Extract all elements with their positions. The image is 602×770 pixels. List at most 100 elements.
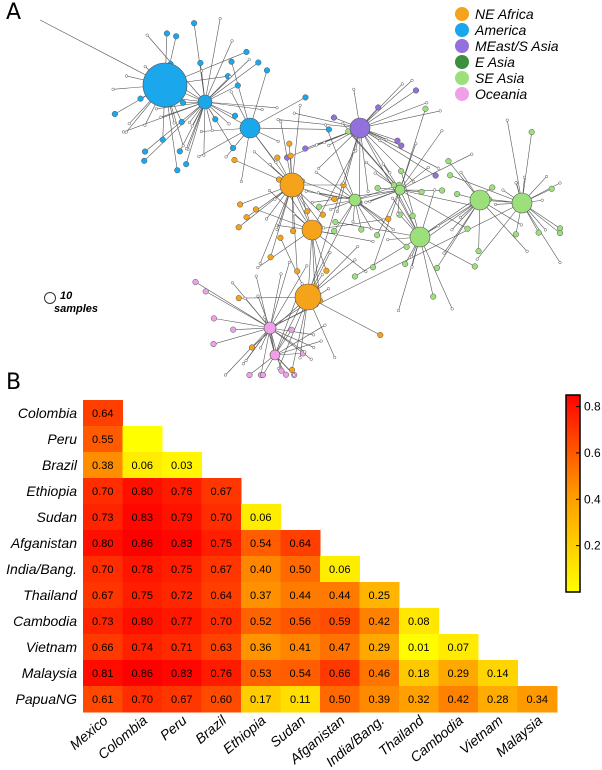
network-node [385, 215, 392, 222]
network-node [475, 257, 479, 261]
network-hub-node [394, 184, 406, 196]
cell-value: 0.76 [211, 668, 232, 680]
cell-value: 0.64 [211, 590, 232, 602]
network-node [197, 59, 204, 67]
network-hub-node [142, 62, 188, 108]
network-node [234, 82, 241, 89]
network-node [384, 138, 388, 142]
network-node [394, 137, 401, 144]
cell-value: 0.38 [92, 460, 113, 472]
network-node [314, 170, 318, 174]
cell-value: 0.83 [171, 668, 192, 680]
haplotype-network [39, 17, 564, 379]
cell-value: 0.74 [132, 642, 153, 654]
network-hub-node [469, 189, 491, 211]
network-node [409, 212, 416, 219]
network-node [319, 339, 323, 343]
heatmap-cell [83, 400, 123, 427]
network-node [402, 260, 409, 267]
cell-value: 0.29 [369, 642, 390, 654]
heatmap-cell [399, 634, 439, 661]
network-node [231, 156, 238, 164]
network-node [374, 232, 381, 239]
network-node [202, 288, 209, 295]
network-node [235, 295, 242, 302]
heatmap-cell [320, 634, 360, 661]
network-node [227, 122, 231, 126]
network-node [263, 315, 267, 319]
network-node [276, 118, 280, 122]
network-node [378, 138, 382, 143]
network-node [454, 191, 461, 198]
network-node [283, 371, 290, 378]
network-node [440, 129, 444, 133]
cell-value: 0.47 [329, 642, 350, 654]
legend-item: America [455, 22, 559, 38]
network-node [267, 188, 271, 193]
cell-value: 0.66 [329, 668, 350, 680]
network-node [246, 371, 253, 379]
network-node [188, 121, 192, 125]
network-node [267, 254, 274, 261]
heatmap-cell [83, 582, 123, 609]
network-node [333, 355, 337, 359]
network-node [364, 161, 368, 165]
network-node [388, 171, 392, 175]
network-node [210, 315, 217, 322]
network-node [159, 115, 163, 119]
row-label: Colombia [18, 405, 77, 421]
network-node [197, 154, 201, 159]
network-node [556, 230, 564, 237]
network-node [489, 184, 496, 191]
heatmap-cell [83, 660, 123, 687]
legend-swatch-icon [455, 55, 469, 69]
network-node [172, 121, 176, 125]
heatmap-cell [241, 660, 281, 687]
heatmap-cell [122, 556, 163, 583]
network-node [264, 217, 269, 221]
network-node [374, 184, 381, 192]
network-node [543, 228, 547, 232]
network-node [323, 267, 330, 274]
network-node [445, 158, 452, 165]
network-node [237, 201, 244, 208]
heatmap-cell [320, 608, 360, 635]
network-node [381, 162, 385, 166]
network-node [364, 200, 368, 204]
network-node [229, 145, 237, 152]
network-node [243, 48, 250, 55]
network-node [327, 143, 331, 147]
network-node [514, 181, 518, 185]
network-node [111, 87, 115, 91]
network-node [341, 121, 345, 126]
network-node [230, 281, 235, 285]
cell-value: 0.54 [290, 668, 311, 680]
network-node [398, 168, 405, 175]
network-node [230, 326, 237, 333]
network-node [275, 228, 279, 232]
network-node [366, 189, 370, 193]
network-node [351, 220, 355, 224]
network-node [411, 179, 415, 183]
network-node [223, 373, 228, 377]
heatmap-cell [359, 608, 400, 635]
legend-swatch-icon [455, 87, 469, 101]
network-node [382, 218, 386, 222]
network-node [312, 333, 316, 337]
network-node [433, 264, 441, 271]
cell-value: 0.64 [290, 538, 311, 550]
network-node [386, 238, 390, 242]
network-node [287, 152, 294, 159]
heatmap-cell [162, 478, 202, 505]
cell-value: 0.28 [487, 694, 508, 706]
network-node [181, 144, 185, 148]
network-node [558, 260, 562, 265]
row-label: Thailand [23, 587, 78, 603]
network-hub-node [511, 192, 533, 214]
heatmap-cell [241, 608, 281, 635]
network-node [332, 218, 339, 226]
network-node [302, 94, 309, 101]
heatmap-cell [320, 660, 360, 687]
cell-value: 0.70 [92, 486, 113, 498]
network-node [230, 39, 234, 43]
